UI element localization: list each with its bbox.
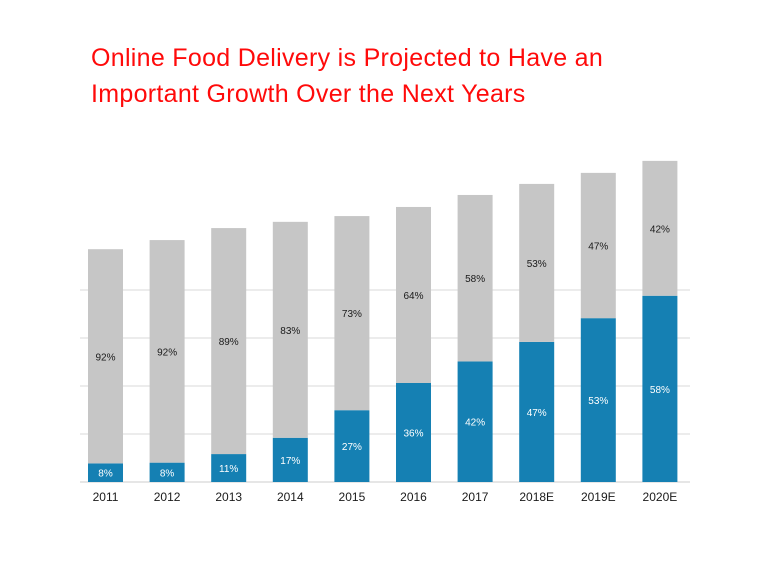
data-label-online: 8%	[98, 469, 113, 480]
data-label-offline: 53%	[527, 259, 547, 270]
data-label-online: 47%	[527, 408, 547, 419]
bar-segment-online	[211, 454, 247, 482]
bar-segment-offline	[519, 183, 555, 342]
bar-segment-online	[642, 295, 678, 482]
data-label-offline: 42%	[650, 224, 670, 235]
bar-segment-offline	[642, 160, 678, 296]
x-tick-label: 2015	[339, 490, 366, 504]
bar-segment-online	[149, 462, 185, 482]
bar-segment-offline	[272, 221, 308, 438]
bar-segment-online	[580, 318, 616, 482]
x-tick-label: 2018E	[519, 490, 554, 504]
chart-title: Online Food Delivery is Projected to Hav…	[91, 40, 731, 112]
bar-segment-offline	[149, 240, 185, 463]
x-tick-label: 2016	[400, 490, 427, 504]
data-label-online: 42%	[465, 418, 485, 429]
bar-segment-online	[88, 463, 123, 482]
x-tick-label: 2013	[215, 490, 242, 504]
data-label-online: 53%	[588, 396, 608, 407]
x-tick-label: 2019E	[581, 490, 616, 504]
bar-segment-offline	[396, 206, 431, 383]
x-tick-label: 2011	[93, 490, 119, 504]
bar-segment-online	[457, 361, 493, 482]
data-label-online: 36%	[403, 428, 423, 439]
x-tick-label: 2012	[154, 490, 181, 504]
data-label-offline: 83%	[280, 326, 300, 337]
bar-segment-online	[334, 410, 370, 482]
data-label-offline: 64%	[403, 291, 423, 302]
data-label-online: 27%	[342, 442, 362, 453]
bar-segment-online	[272, 437, 308, 482]
data-label-offline: 58%	[465, 274, 485, 285]
bar-segment-offline	[580, 172, 616, 319]
x-tick-label: 2020E	[643, 490, 678, 504]
data-label-offline: 89%	[219, 337, 239, 348]
chart-title-line-1: Online Food Delivery is Projected to Hav…	[91, 44, 604, 72]
x-tick-label: 2014	[277, 490, 304, 504]
x-tick-label: 2017	[462, 490, 489, 504]
data-label-online: 17%	[280, 456, 300, 467]
data-label-offline: 92%	[95, 352, 115, 363]
data-label-offline: 47%	[588, 242, 608, 253]
chart-title-line-2: Important Growth Over the Next Years	[91, 80, 526, 108]
bar-segment-offline	[334, 216, 370, 411]
data-label-online: 58%	[650, 385, 670, 396]
bar-segment-online	[519, 341, 555, 482]
data-label-online: 11%	[219, 464, 238, 475]
data-label-offline: 92%	[157, 347, 177, 358]
bar-segment-online	[396, 382, 431, 482]
bar-segment-offline	[211, 228, 247, 455]
bar-segment-offline	[88, 249, 123, 464]
bar-segment-offline	[457, 194, 493, 362]
data-label-online: 8%	[160, 468, 175, 479]
data-label-offline: 73%	[342, 309, 362, 320]
